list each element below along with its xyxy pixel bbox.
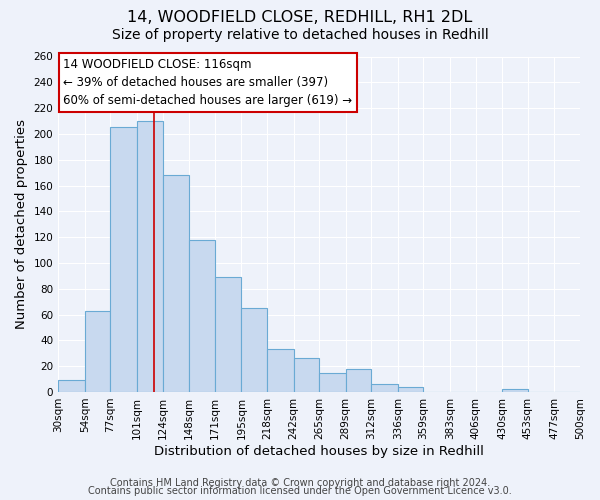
Bar bbox=[241, 308, 267, 392]
Bar bbox=[110, 128, 137, 392]
Bar bbox=[137, 121, 163, 392]
Text: Contains public sector information licensed under the Open Government Licence v3: Contains public sector information licen… bbox=[88, 486, 512, 496]
Bar bbox=[85, 310, 110, 392]
Bar bbox=[215, 277, 241, 392]
Text: 14, WOODFIELD CLOSE, REDHILL, RH1 2DL: 14, WOODFIELD CLOSE, REDHILL, RH1 2DL bbox=[127, 10, 473, 25]
Bar bbox=[371, 384, 398, 392]
Bar bbox=[346, 368, 371, 392]
Bar bbox=[163, 175, 189, 392]
Text: 14 WOODFIELD CLOSE: 116sqm
← 39% of detached houses are smaller (397)
60% of sem: 14 WOODFIELD CLOSE: 116sqm ← 39% of deta… bbox=[64, 58, 353, 107]
Bar bbox=[58, 380, 85, 392]
Y-axis label: Number of detached properties: Number of detached properties bbox=[15, 119, 28, 329]
Bar bbox=[189, 240, 215, 392]
Bar bbox=[502, 390, 528, 392]
Bar bbox=[293, 358, 319, 392]
Text: Size of property relative to detached houses in Redhill: Size of property relative to detached ho… bbox=[112, 28, 488, 42]
X-axis label: Distribution of detached houses by size in Redhill: Distribution of detached houses by size … bbox=[154, 444, 484, 458]
Bar bbox=[267, 350, 293, 392]
Bar bbox=[398, 387, 424, 392]
Bar bbox=[319, 372, 346, 392]
Text: Contains HM Land Registry data © Crown copyright and database right 2024.: Contains HM Land Registry data © Crown c… bbox=[110, 478, 490, 488]
